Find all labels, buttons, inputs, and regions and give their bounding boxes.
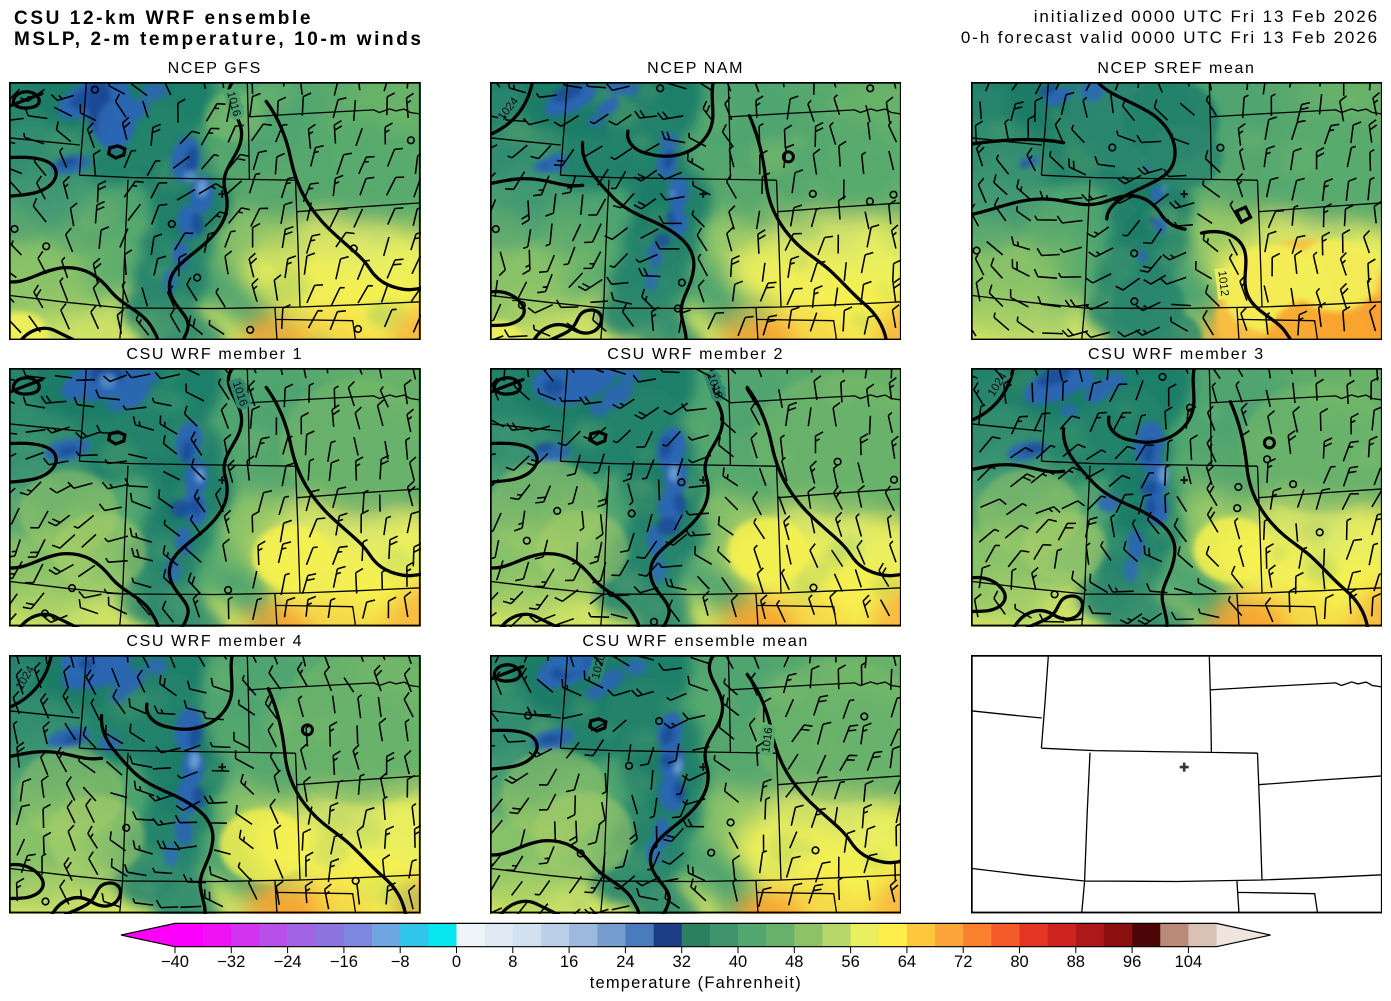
svg-text:80: 80	[1010, 953, 1028, 971]
svg-text:64: 64	[898, 953, 916, 971]
svg-text:0: 0	[452, 953, 461, 971]
svg-text:−16: −16	[330, 953, 358, 971]
svg-text:−24: −24	[274, 953, 302, 971]
svg-text:48: 48	[785, 953, 803, 971]
svg-text:96: 96	[1123, 953, 1141, 971]
svg-text:32: 32	[673, 953, 691, 971]
svg-text:72: 72	[954, 953, 972, 971]
svg-text:88: 88	[1067, 953, 1085, 971]
svg-text:−8: −8	[391, 953, 410, 971]
svg-text:16: 16	[560, 953, 578, 971]
svg-text:temperature (Fahrenheit): temperature (Fahrenheit)	[590, 974, 802, 992]
svg-text:−32: −32	[217, 953, 245, 971]
svg-text:40: 40	[729, 953, 747, 971]
svg-text:1016: 1016	[760, 727, 775, 754]
svg-text:56: 56	[841, 953, 859, 971]
svg-text:24: 24	[616, 953, 634, 971]
svg-text:8: 8	[508, 953, 517, 971]
svg-text:104: 104	[1175, 953, 1203, 971]
svg-text:−40: −40	[161, 953, 189, 971]
svg-text:1012: 1012	[1215, 270, 1230, 297]
